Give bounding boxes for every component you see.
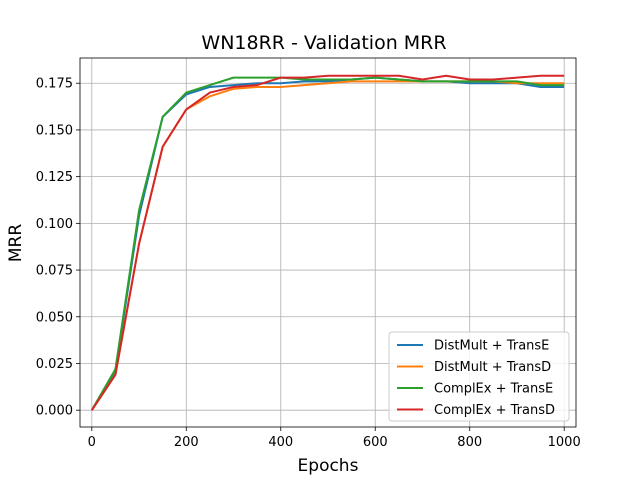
- x-tick-label: 800: [457, 435, 482, 450]
- legend-label: ComplEx + TransE: [434, 382, 553, 397]
- y-axis-label: MRR: [6, 224, 26, 262]
- series-line-4: [90, 74, 565, 411]
- y-tick-label: 0.000: [36, 404, 73, 419]
- x-tick-label: 0: [88, 435, 96, 450]
- x-tick-label: 400: [268, 435, 293, 450]
- y-tick-label: 0.075: [36, 264, 73, 279]
- plot-frame: [79, 57, 577, 428]
- x-axis-label: Epochs: [298, 456, 359, 476]
- legend-label: DistMult + TransE: [434, 339, 549, 354]
- y-tick-label: 0.150: [36, 123, 73, 138]
- legend-label: DistMult + TransD: [434, 360, 551, 375]
- y-tick-label: 0.100: [36, 217, 73, 232]
- y-axis-ticks: 0.000 0.025 0.050 0.075 0.100 0.125 0.150 0.175: [36, 77, 80, 419]
- legend-label: ComplEx + TransD: [434, 403, 555, 418]
- y-tick-label: 0.175: [36, 77, 73, 92]
- y-tick-label: 0.050: [36, 310, 73, 325]
- x-tick-label: 600: [363, 435, 388, 450]
- chart-title: WN18RR - Validation MRR: [201, 32, 446, 54]
- series-lines: [90, 74, 565, 411]
- x-tick-label: 1000: [548, 435, 581, 450]
- y-tick-label: 0.125: [36, 170, 73, 185]
- x-tick-label: 200: [174, 435, 199, 450]
- y-tick-label: 0.025: [36, 357, 73, 372]
- series-line-3: [90, 76, 565, 411]
- legend-box: [388, 331, 570, 422]
- legend: DistMult + TransE DistMult + TransD ComplE…: [388, 331, 570, 422]
- x-axis-ticks: 0 200 400 600 800 1000: [88, 427, 581, 450]
